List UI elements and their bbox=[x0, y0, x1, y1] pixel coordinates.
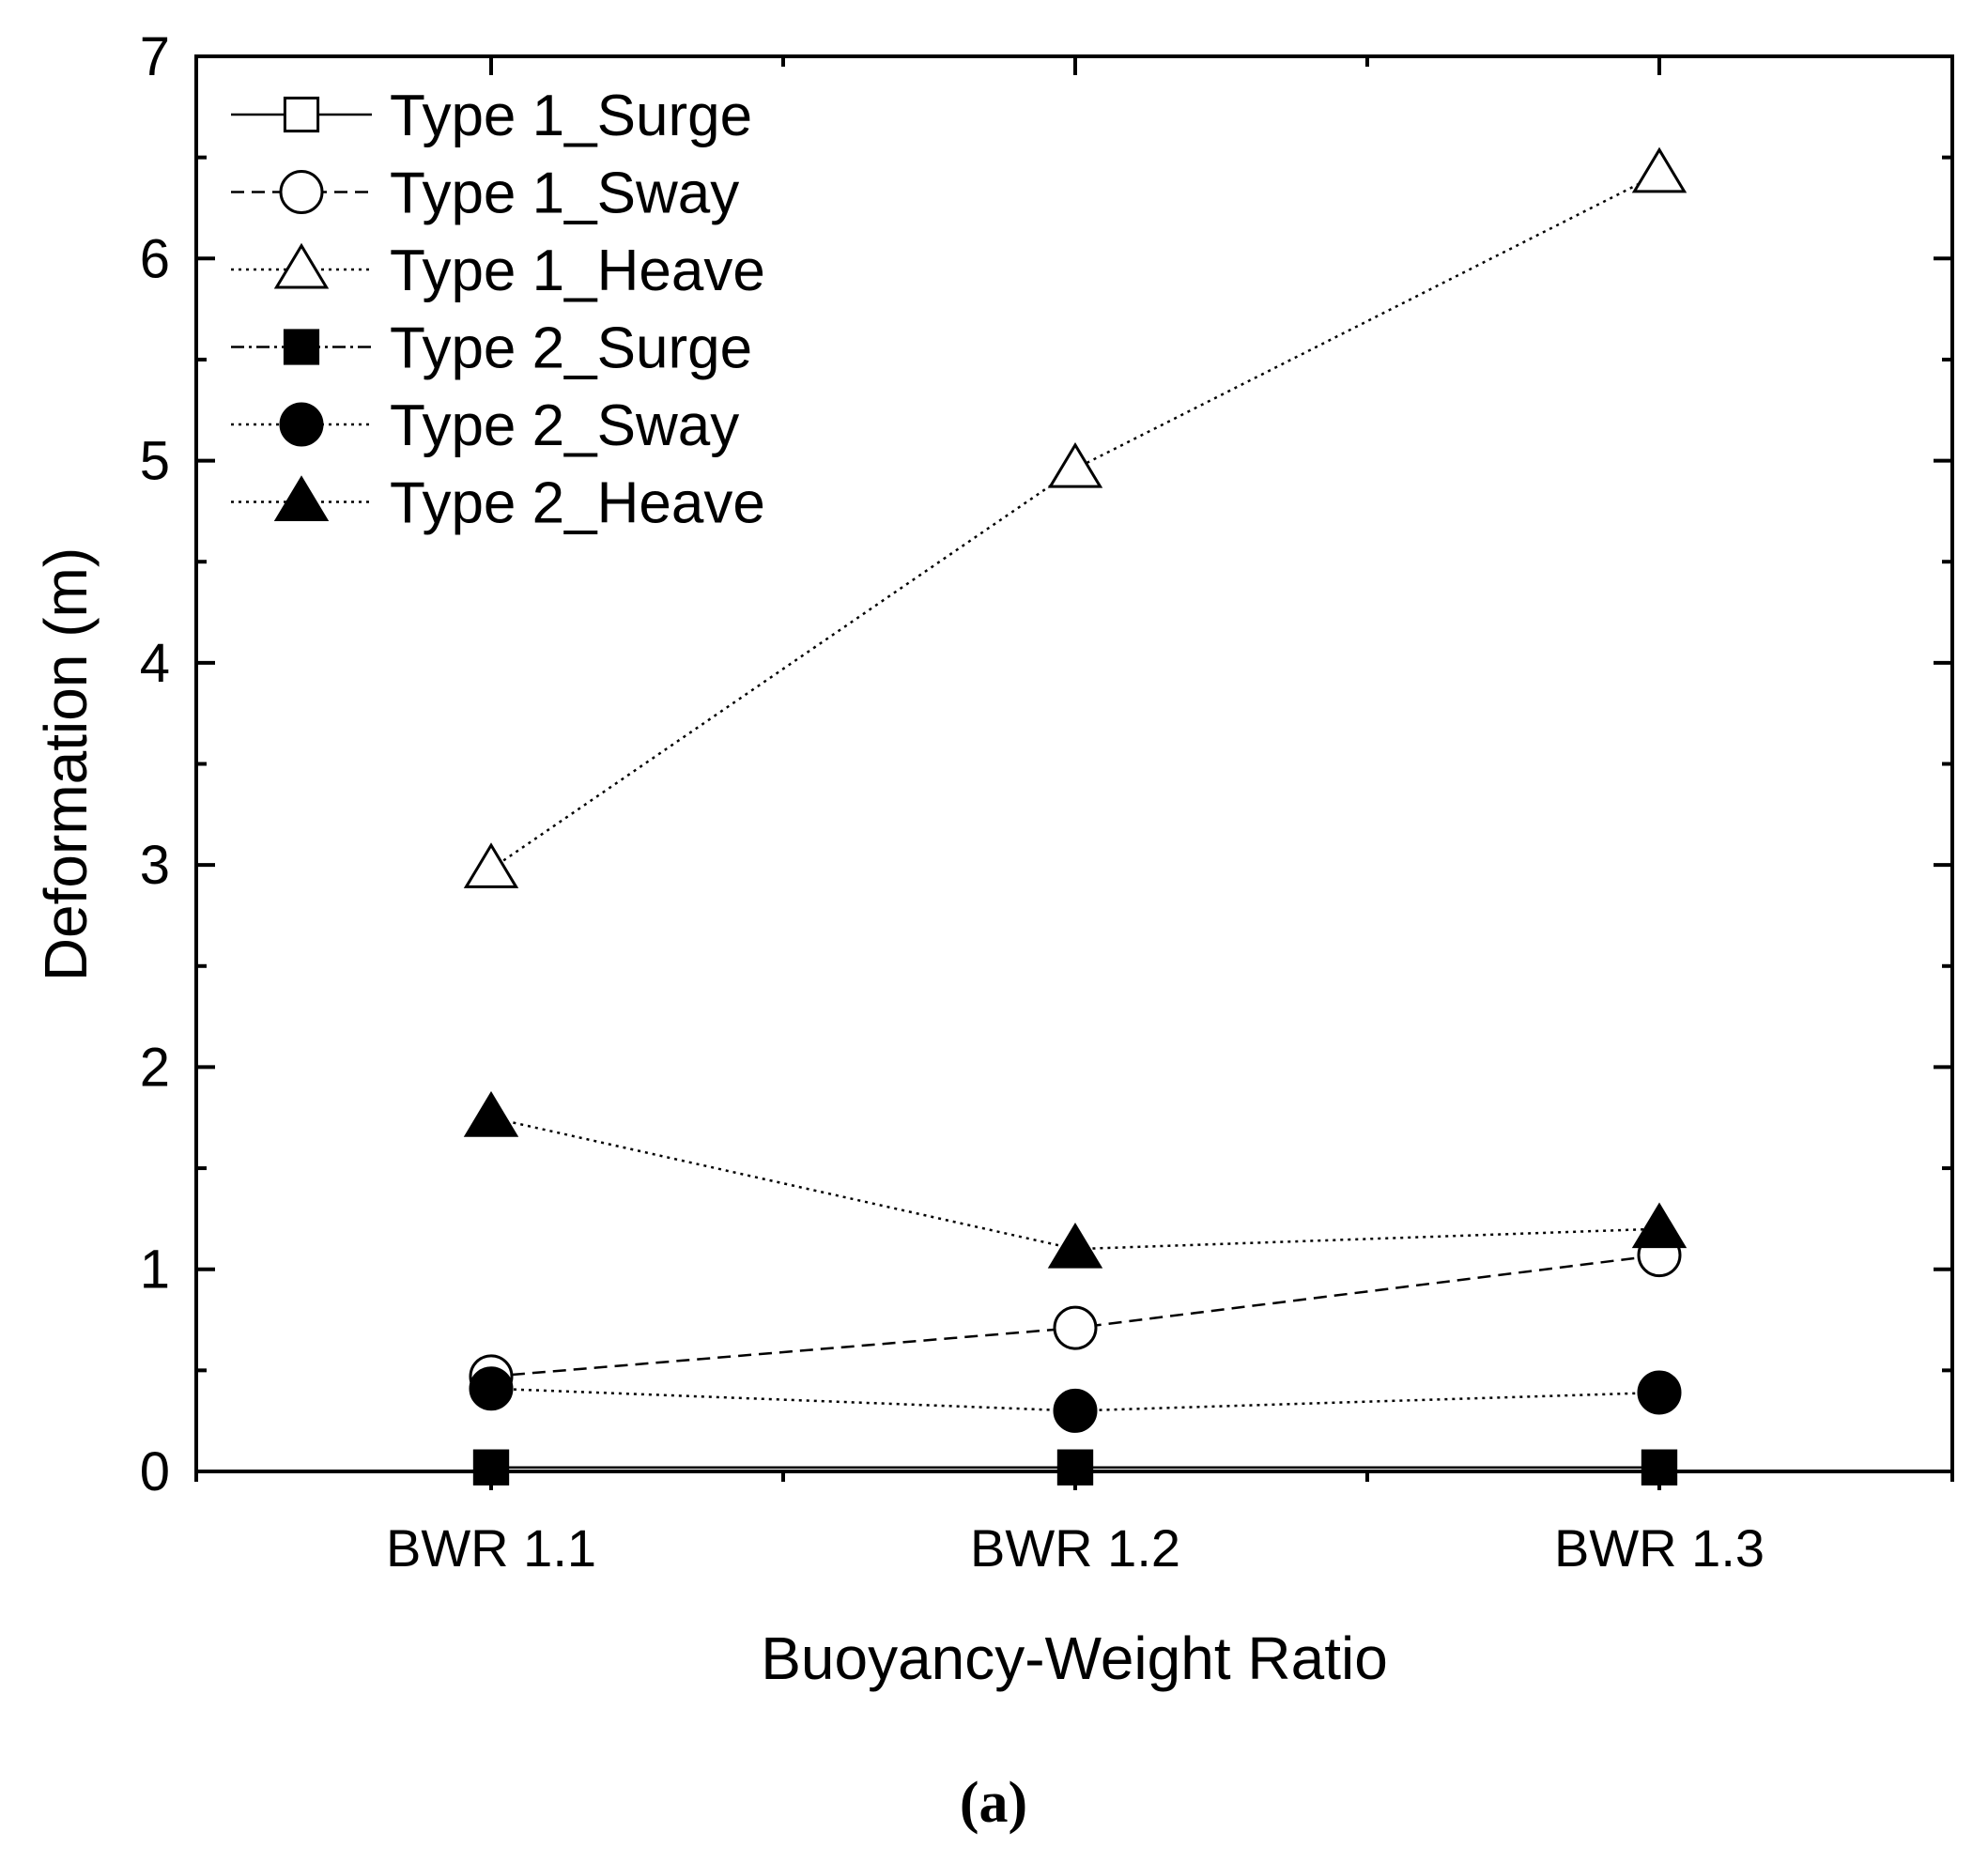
y-tick-label: 1 bbox=[140, 1239, 170, 1301]
data-point-type-2-heave bbox=[1631, 1202, 1687, 1249]
series-markers bbox=[463, 146, 1687, 1486]
y-tick-label: 4 bbox=[140, 633, 170, 694]
data-point-type-2-surge bbox=[1641, 1449, 1678, 1486]
x-tick-labels: BWR 1.1 BWR 1.2 BWR 1.3 bbox=[386, 1518, 1765, 1578]
legend-marker bbox=[273, 242, 330, 289]
x-tick-label: BWR 1.2 bbox=[970, 1518, 1180, 1578]
data-point-type-2-sway bbox=[1637, 1370, 1682, 1415]
legend-entry: Type 1_Surge bbox=[390, 84, 752, 148]
legend-entry: Type 1_Sway bbox=[390, 162, 739, 226]
legend-entry: Type 1_Heave bbox=[390, 239, 765, 303]
y-axis-title: Deformation (m) bbox=[32, 547, 100, 981]
legend-marker bbox=[279, 170, 324, 214]
legend-entry: Type 2_Sway bbox=[390, 393, 739, 458]
data-point-type-2-surge bbox=[472, 1449, 510, 1486]
x-tick-label: BWR 1.3 bbox=[1554, 1518, 1765, 1578]
axis-ticks bbox=[194, 54, 1954, 1490]
x-tick-label: BWR 1.1 bbox=[386, 1518, 596, 1578]
y-tick-label: 5 bbox=[140, 431, 170, 492]
y-tick-label: 0 bbox=[140, 1441, 170, 1502]
data-point-type-2-surge bbox=[1056, 1449, 1094, 1486]
x-axis-title: Buoyancy-Weight Ratio bbox=[761, 1624, 1388, 1692]
legend: Type 1_Surge Type 1_Sway Type 1_Heave Type … bbox=[231, 84, 765, 536]
data-point-type-2-sway bbox=[469, 1366, 514, 1411]
data-point-type-2-heave bbox=[463, 1091, 519, 1137]
legend-marker bbox=[279, 402, 324, 447]
legend-entry: Type 2_Heave bbox=[390, 471, 765, 536]
data-point-type-1-heave bbox=[463, 842, 519, 888]
y-tick-labels: 0 1 2 3 4 5 6 7 bbox=[140, 26, 170, 1502]
data-point-type-1-heave bbox=[1631, 146, 1687, 193]
legend-marker bbox=[273, 475, 330, 521]
legend-marker bbox=[283, 329, 320, 365]
data-point-type-1-sway bbox=[1053, 1305, 1098, 1350]
figure-caption: (a) bbox=[960, 1771, 1027, 1835]
legend-entry: Type 2_Surge bbox=[390, 316, 752, 381]
y-tick-label: 3 bbox=[140, 835, 170, 896]
data-point-type-1-heave bbox=[1047, 441, 1103, 488]
data-point-type-2-sway bbox=[1053, 1388, 1098, 1433]
data-point-type-2-heave bbox=[1047, 1222, 1103, 1269]
y-tick-label: 2 bbox=[140, 1037, 170, 1098]
legend-marker bbox=[283, 96, 320, 133]
y-tick-label: 6 bbox=[140, 228, 170, 289]
y-tick-label: 7 bbox=[140, 26, 170, 87]
